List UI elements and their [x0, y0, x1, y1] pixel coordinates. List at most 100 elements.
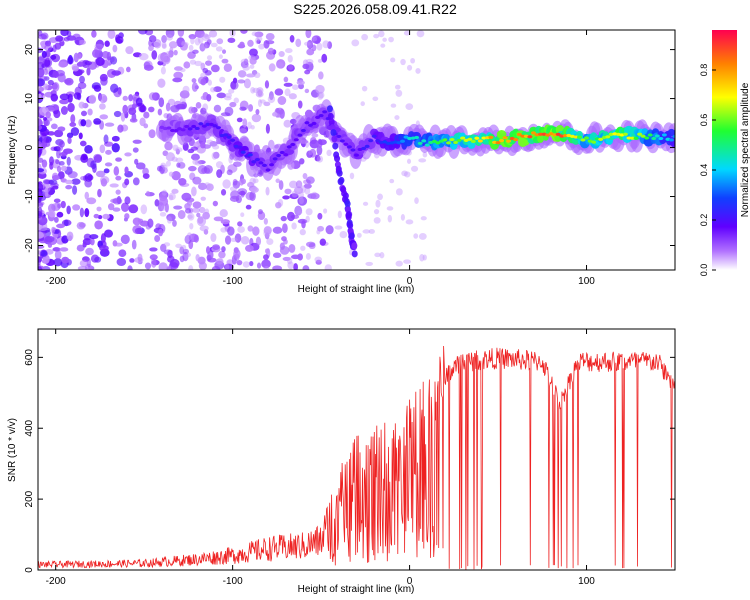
noise-blob	[188, 34, 197, 40]
noise-blob	[151, 50, 158, 60]
noise-blob	[58, 161, 65, 166]
noise-blob	[175, 157, 184, 163]
noise-blob	[311, 191, 318, 200]
noise-blob	[228, 88, 235, 94]
noise-blob	[314, 37, 321, 45]
noise-blob	[281, 236, 287, 242]
noise-blob	[103, 134, 109, 144]
noise-blob	[210, 64, 220, 73]
noise-blob	[41, 50, 47, 58]
x-tick-label: 100	[578, 576, 595, 587]
noise-blob	[103, 168, 110, 174]
noise-blob	[192, 49, 199, 54]
y-tick-label: -20	[24, 238, 35, 253]
noise-blob	[132, 139, 142, 144]
noise-blob	[289, 180, 298, 189]
x-tick-label: -100	[223, 276, 243, 287]
noise-blob	[220, 188, 227, 196]
noise-blob	[142, 173, 150, 179]
noise-blob	[272, 112, 278, 117]
noise-blob	[148, 106, 155, 113]
noise-blob	[197, 36, 204, 44]
noise-blob	[368, 229, 375, 234]
noise-blob	[171, 188, 179, 194]
noise-blob	[52, 44, 57, 53]
noise-blob	[191, 207, 201, 213]
noise-blob	[86, 258, 91, 268]
noise-blob	[160, 66, 166, 75]
noise-blob	[99, 114, 109, 120]
noise-blob	[232, 180, 241, 189]
noise-blob	[360, 101, 365, 107]
noise-blob	[206, 39, 212, 45]
noise-blob	[186, 252, 192, 258]
noise-blob	[394, 84, 401, 90]
noise-blob	[249, 57, 257, 65]
noise-blob	[276, 61, 284, 69]
noise-blob	[317, 225, 325, 232]
noise-blob	[305, 176, 315, 184]
ridge-core	[516, 132, 522, 137]
noise-blob	[189, 59, 197, 65]
ridge-core	[633, 136, 639, 140]
spectrogram-x-axis-label: Height of straight line (km)	[298, 284, 415, 295]
noise-blob	[316, 42, 323, 51]
noise-blob	[294, 186, 304, 195]
ridge-core	[651, 136, 657, 141]
y-tick-label: 0	[24, 567, 35, 573]
ridge-core	[293, 138, 299, 142]
noise-blob	[245, 204, 252, 210]
noise-blob	[380, 43, 386, 48]
noise-blob	[210, 86, 216, 93]
ridge-core	[318, 114, 324, 118]
noise-blob	[304, 140, 310, 148]
noise-blob	[53, 129, 64, 138]
noise-blob	[254, 72, 261, 79]
noise-blob	[72, 65, 80, 72]
noise-blob	[240, 212, 245, 218]
noise-blob	[168, 194, 174, 201]
noise-blob	[57, 203, 62, 209]
noise-blob	[212, 144, 220, 150]
noise-blob	[302, 63, 310, 70]
colorbar-tick-label: 0.0	[699, 264, 709, 277]
ridge-core	[488, 135, 494, 139]
noise-blob	[128, 94, 134, 102]
noise-blob	[161, 41, 167, 49]
noise-blob	[250, 86, 256, 94]
noise-blob	[233, 97, 240, 104]
ridge-core	[254, 158, 260, 162]
noise-blob	[257, 99, 263, 107]
noise-blob	[139, 105, 147, 113]
noise-blob	[50, 182, 59, 188]
noise-blob	[94, 220, 103, 230]
ridge-core	[350, 148, 356, 152]
noise-blob	[192, 201, 202, 209]
ridge-core	[520, 134, 526, 138]
noise-blob	[422, 151, 428, 158]
y-tick-label: 10	[24, 93, 35, 105]
noise-blob	[113, 166, 120, 176]
noise-blob	[249, 48, 258, 57]
noise-blob	[179, 246, 185, 255]
noise-blob	[315, 84, 325, 94]
noise-blob	[275, 201, 282, 209]
branch-mark	[342, 192, 349, 200]
noise-blob	[111, 143, 120, 153]
noise-blob	[218, 250, 226, 259]
noise-blob	[286, 211, 295, 222]
noise-blob	[127, 265, 133, 270]
noise-blob	[206, 183, 214, 191]
noise-blob	[212, 244, 220, 250]
noise-blob	[237, 70, 247, 78]
noise-blob	[216, 38, 224, 45]
noise-blob	[149, 247, 158, 252]
ridge-core	[414, 135, 420, 140]
noise-blob	[252, 87, 261, 93]
noise-blob	[337, 210, 342, 219]
noise-blob	[414, 197, 419, 204]
noise-blob	[161, 35, 167, 44]
noise-blob	[254, 32, 260, 38]
noise-blob	[277, 199, 284, 207]
noise-blob	[148, 44, 154, 52]
